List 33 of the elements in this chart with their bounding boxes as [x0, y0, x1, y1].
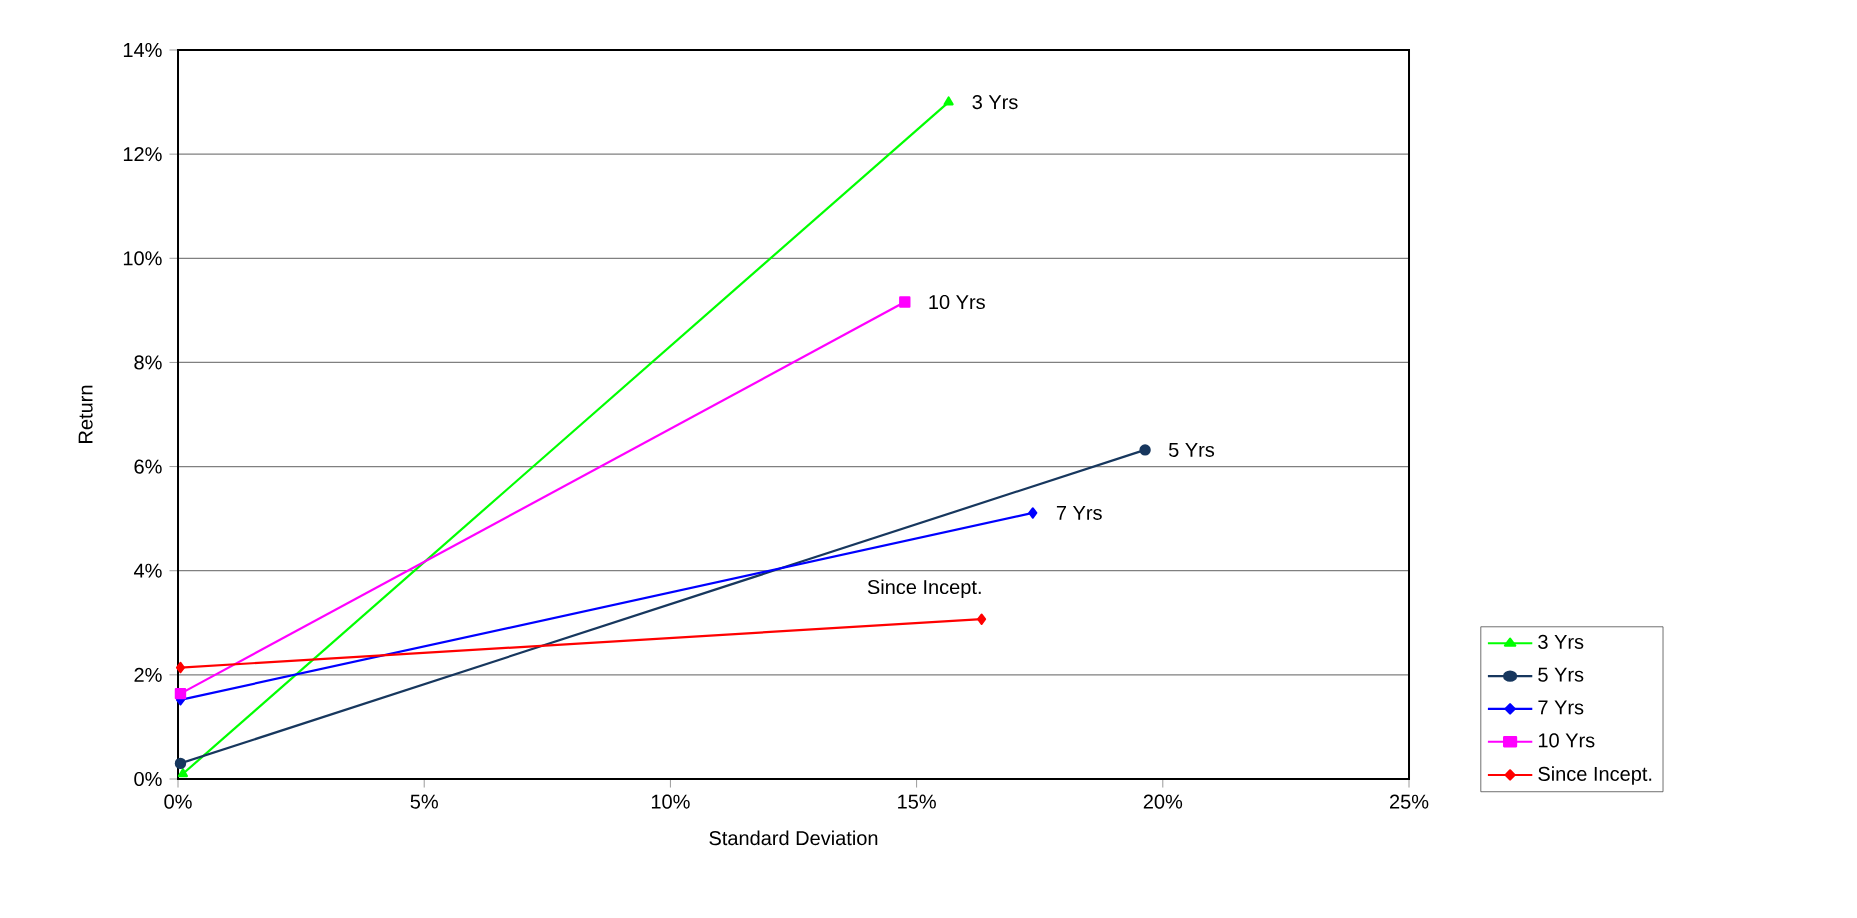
y-tick-label: 10% [123, 251, 162, 266]
annotation: 7 Yrs [1056, 505, 1102, 520]
x-tick-label: 0% [164, 794, 192, 809]
annotation: Since Incept. [867, 579, 981, 599]
annotation: 10 Yrs [929, 294, 985, 310]
annotation: 5 Yrs [1168, 442, 1215, 457]
y-tick-label: 6% [134, 459, 162, 474]
point [174, 687, 187, 700]
y-tick-label: 4% [133, 563, 162, 578]
legend-label: 7 Yrs [1538, 700, 1584, 715]
y-tick-label: 2% [134, 667, 162, 682]
y-tick-label: 14% [123, 42, 162, 58]
legend-label: 10 Yrs [1538, 733, 1595, 748]
y-axis-title: Return [78, 385, 93, 443]
point [1028, 507, 1038, 519]
y-tick-label: 12% [123, 147, 162, 162]
point [977, 613, 987, 625]
y-tick-label: 0% [134, 771, 162, 787]
x-axis-title: Standard Deviation [709, 830, 878, 846]
x-tick-label: 25% [1390, 794, 1429, 809]
annotation: 3 Yrs [972, 95, 1018, 110]
y-tick-label: 8% [134, 355, 162, 370]
legend-label: Since Incept. [1538, 766, 1652, 785]
point [899, 296, 911, 308]
x-tick-label: 10% [651, 794, 690, 809]
point [1139, 444, 1151, 456]
point [175, 661, 186, 674]
x-tick-label: 15% [898, 794, 936, 809]
point [174, 757, 187, 770]
legend-label: 5 Yrs [1538, 667, 1584, 682]
x-tick-label: 20% [1143, 794, 1183, 809]
legend-label: 3 Yrs [1538, 634, 1584, 649]
x-tick-label: 5% [410, 794, 438, 809]
